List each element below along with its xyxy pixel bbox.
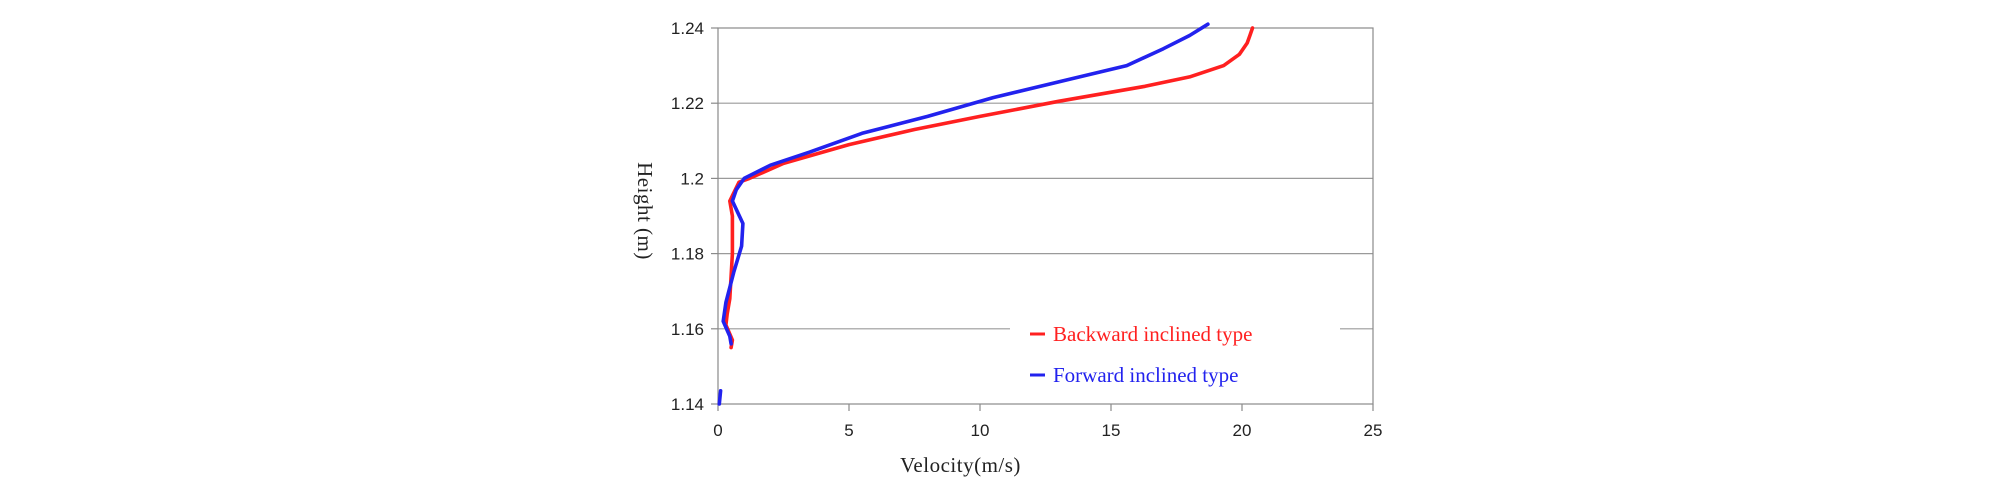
plot-area-frame <box>717 27 1374 405</box>
series-line-forward-inclined <box>717 22 1210 406</box>
series-lines <box>717 22 1255 406</box>
y-tick-label-1: 1.16 <box>671 320 704 339</box>
x-tick-label-4: 20 <box>1233 421 1252 440</box>
x-tick-label-0: 0 <box>713 421 722 440</box>
x-axis-title: Velocity(m/s) <box>900 453 1021 477</box>
x-tick-label-1: 5 <box>844 421 853 440</box>
gridlines <box>718 102 1373 330</box>
legend: Backward inclined type Forward inclined … <box>1030 322 1252 387</box>
y-tick-label-4: 1.22 <box>671 94 704 113</box>
series-line-backward-inclined <box>724 26 1255 350</box>
y-axis-title: Height (m) <box>633 162 657 260</box>
legend-box <box>1010 311 1340 391</box>
x-tick-label-5: 25 <box>1364 421 1383 440</box>
y-tick-label-3: 1.2 <box>680 169 704 188</box>
y-tick-label-0: 1.14 <box>671 395 704 414</box>
legend-label-backward-inclined: Backward inclined type <box>1053 322 1252 346</box>
x-tick-label-2: 10 <box>971 421 990 440</box>
y-tick-label-5: 1.24 <box>671 19 704 38</box>
y-tick-label-2: 1.18 <box>671 245 704 264</box>
x-tick-label-3: 15 <box>1102 421 1121 440</box>
axis-ticks: 1.14 1.16 1.18 1.2 1.22 1.24 0 5 10 15 20 25 <box>671 19 1383 440</box>
legend-label-forward-inclined: Forward inclined type <box>1053 363 1238 387</box>
